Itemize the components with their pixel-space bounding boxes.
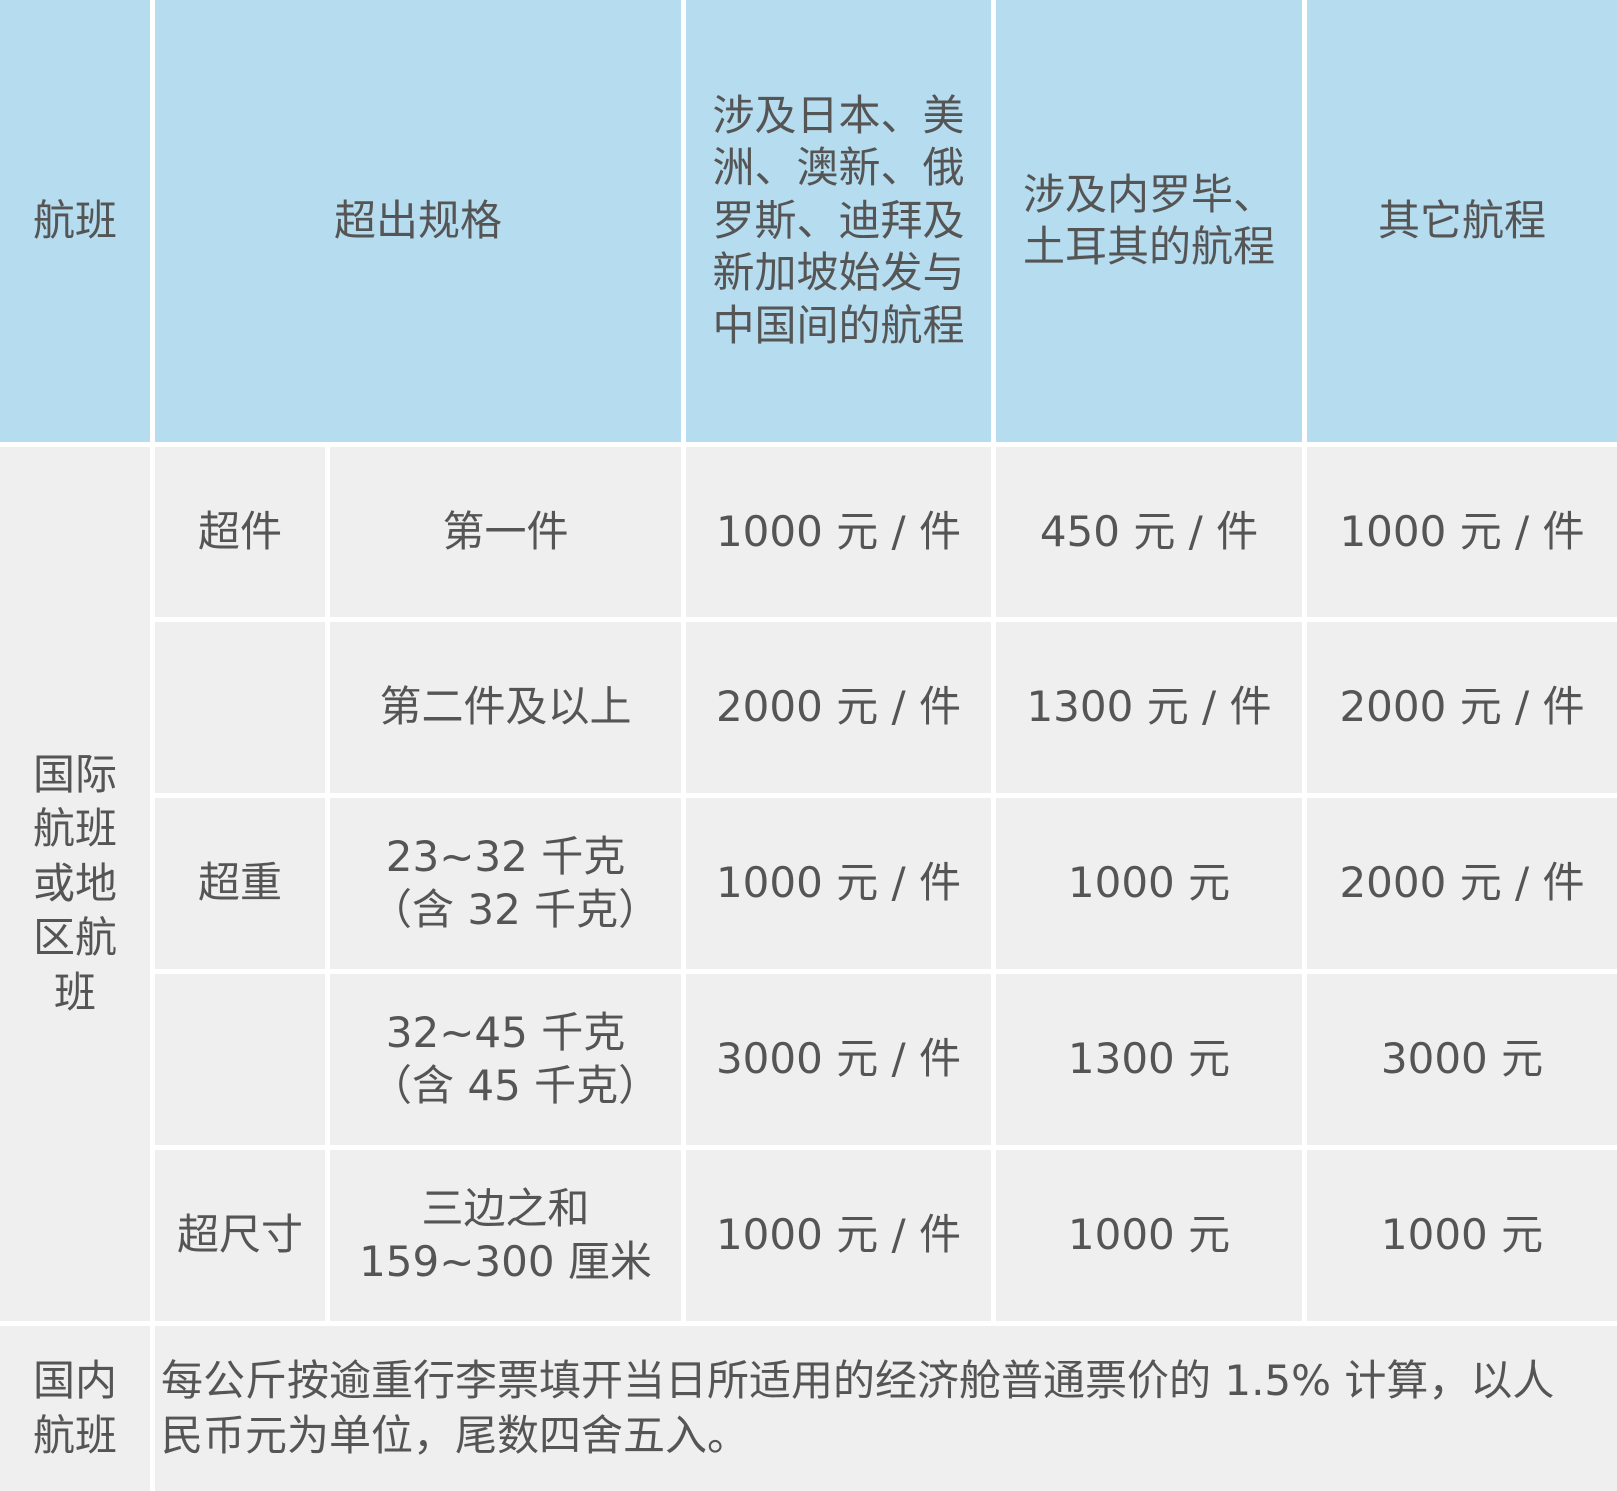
header-route-3: 其它航程 <box>1307 0 1617 442</box>
header-route-2: 涉及内罗毕、土耳其的航程 <box>996 0 1302 442</box>
spec-cell: 第一件 <box>330 447 681 617</box>
fee-cell: 2000 元 / 件 <box>1307 798 1617 969</box>
spec-cell: 第二件及以上 <box>330 622 681 793</box>
fee-cell: 1300 元 / 件 <box>996 622 1302 793</box>
spec-cell: 23~32 千克（含 32 千克） <box>330 798 681 969</box>
domestic-rule: 每公斤按逾重行李票填开当日所适用的经济舱普通票价的 1.5% 计算，以人民币元为… <box>155 1326 1617 1491</box>
fee-cell: 1000 元 <box>996 798 1302 969</box>
fee-cell: 1000 元 <box>996 1150 1302 1321</box>
category-empty <box>155 622 325 793</box>
fee-cell: 1000 元 / 件 <box>686 798 991 969</box>
spec-cell: 三边之和 159~300 厘米 <box>330 1150 681 1321</box>
category-extra-piece: 超件 <box>155 447 325 617</box>
fee-cell: 1000 元 / 件 <box>686 447 991 617</box>
fee-cell: 2000 元 / 件 <box>1307 622 1617 793</box>
fee-cell: 2000 元 / 件 <box>686 622 991 793</box>
fee-cell: 3000 元 / 件 <box>686 974 991 1145</box>
fee-cell: 1000 元 / 件 <box>686 1150 991 1321</box>
international-label: 国际航班或地区航班 <box>0 447 150 1321</box>
spec-cell: 32~45 千克（含 45 千克） <box>330 974 681 1145</box>
fee-cell: 1300 元 <box>996 974 1302 1145</box>
domestic-label: 国内航班 <box>0 1326 150 1491</box>
header-spec: 超出规格 <box>155 0 681 442</box>
header-flight: 航班 <box>0 0 150 442</box>
category-empty <box>155 974 325 1145</box>
fee-cell: 3000 元 <box>1307 974 1617 1145</box>
fee-cell: 450 元 / 件 <box>996 447 1302 617</box>
category-oversize: 超尺寸 <box>155 1150 325 1321</box>
header-route-1: 涉及日本、美洲、澳新、俄罗斯、迪拜及新加坡始发与中国间的航程 <box>686 0 991 442</box>
category-overweight: 超重 <box>155 798 325 969</box>
fee-cell: 1000 元 <box>1307 1150 1617 1321</box>
fee-cell: 1000 元 / 件 <box>1307 447 1617 617</box>
